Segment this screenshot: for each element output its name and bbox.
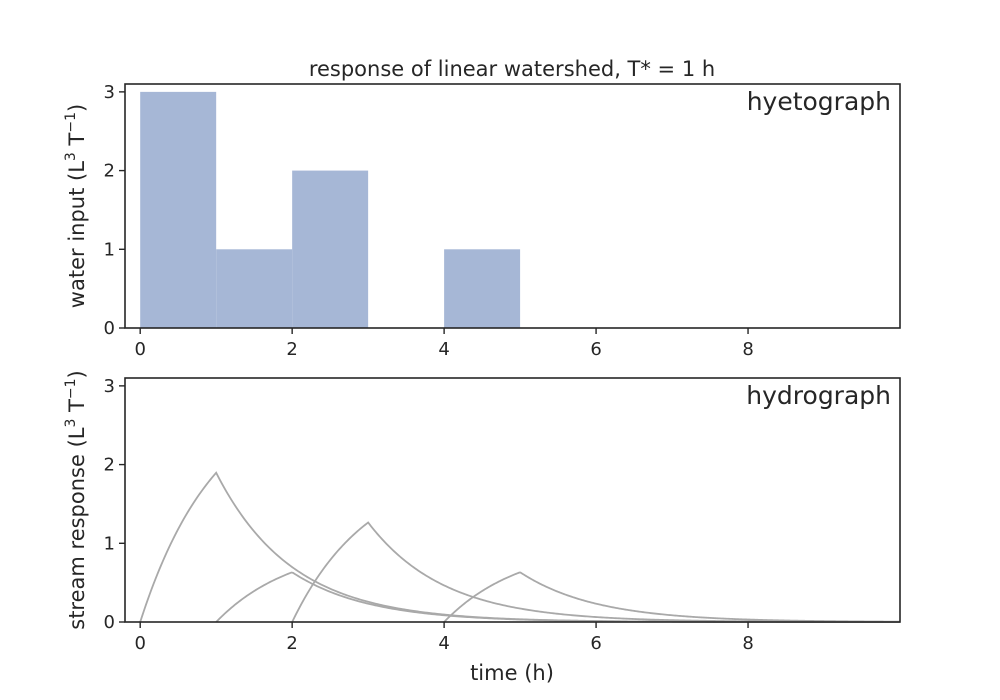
hydrograph-y-axis-label: stream response (L3 T−1) bbox=[63, 370, 89, 630]
x-tick-label: 8 bbox=[742, 339, 753, 360]
hydrograph-ylabel-end: ) bbox=[65, 370, 89, 378]
hydrograph-ylabel-sup1: 3 bbox=[63, 419, 79, 428]
hyetograph-x-ticks: 0 2 4 6 8 bbox=[134, 328, 754, 360]
hyetograph-frame bbox=[124, 83, 901, 329]
hyetograph-ylabel-main: water input (L bbox=[65, 161, 89, 308]
hyetograph-ylabel-mid: T bbox=[65, 132, 89, 152]
x-tick-label: 8 bbox=[742, 633, 753, 654]
hyetograph-bar bbox=[292, 170, 369, 328]
x-tick-label: 2 bbox=[286, 633, 297, 654]
y-tick-label: 1 bbox=[104, 533, 115, 554]
x-tick-label: 2 bbox=[286, 339, 297, 360]
hyetograph-ylabel-sup1: 3 bbox=[63, 152, 79, 161]
y-tick-label: 2 bbox=[104, 455, 115, 476]
x-tick-label: 4 bbox=[438, 339, 449, 360]
hyetograph-bar bbox=[216, 249, 293, 328]
y-tick-label: 3 bbox=[104, 376, 115, 397]
y-tick-label: 0 bbox=[104, 318, 115, 339]
hyetograph-ylabel-end: ) bbox=[65, 104, 89, 112]
x-tick-label: 0 bbox=[134, 339, 145, 360]
hydrograph-response-line bbox=[139, 471, 900, 623]
hydrograph-lines bbox=[139, 471, 900, 623]
y-tick-label: 3 bbox=[104, 82, 115, 103]
y-tick-label: 2 bbox=[104, 161, 115, 182]
hyetograph-bar bbox=[140, 91, 217, 328]
hydrograph-label: hydrograph bbox=[746, 381, 891, 410]
hydrograph-x-ticks: 0 2 4 6 8 bbox=[134, 622, 754, 654]
hydrograph-response-line bbox=[443, 571, 900, 623]
hydrograph-y-ticks: 0 1 2 3 bbox=[104, 376, 125, 633]
y-tick-label: 1 bbox=[104, 239, 115, 260]
y-tick-label: 0 bbox=[104, 612, 115, 633]
hydrograph-frame bbox=[124, 377, 901, 623]
hyetograph-y-axis-label: water input (L3 T−1) bbox=[63, 104, 89, 308]
hyetograph-ylabel-sup2: −1 bbox=[63, 112, 79, 133]
hyetograph-bars bbox=[140, 91, 521, 328]
hydrograph-ylabel-mid: T bbox=[65, 399, 89, 419]
hyetograph-y-ticks: 0 1 2 3 bbox=[104, 82, 125, 339]
x-tick-label: 4 bbox=[438, 633, 449, 654]
hydrograph-x-axis-label: time (h) bbox=[470, 661, 554, 685]
x-tick-label: 0 bbox=[134, 633, 145, 654]
hydrograph-ylabel-sup2: −1 bbox=[63, 378, 79, 399]
hyetograph-label: hyetograph bbox=[747, 87, 891, 116]
hydrograph-ylabel-main: stream response (L bbox=[65, 427, 89, 630]
x-tick-label: 6 bbox=[590, 633, 601, 654]
hyetograph-bar bbox=[444, 249, 521, 328]
chart-title: response of linear watershed, T* = 1 h bbox=[309, 57, 715, 81]
x-tick-label: 6 bbox=[590, 339, 601, 360]
hydrograph-panel: 0 2 4 6 8 0 1 2 3 hydrograph time (h) stream re… bbox=[63, 370, 901, 685]
